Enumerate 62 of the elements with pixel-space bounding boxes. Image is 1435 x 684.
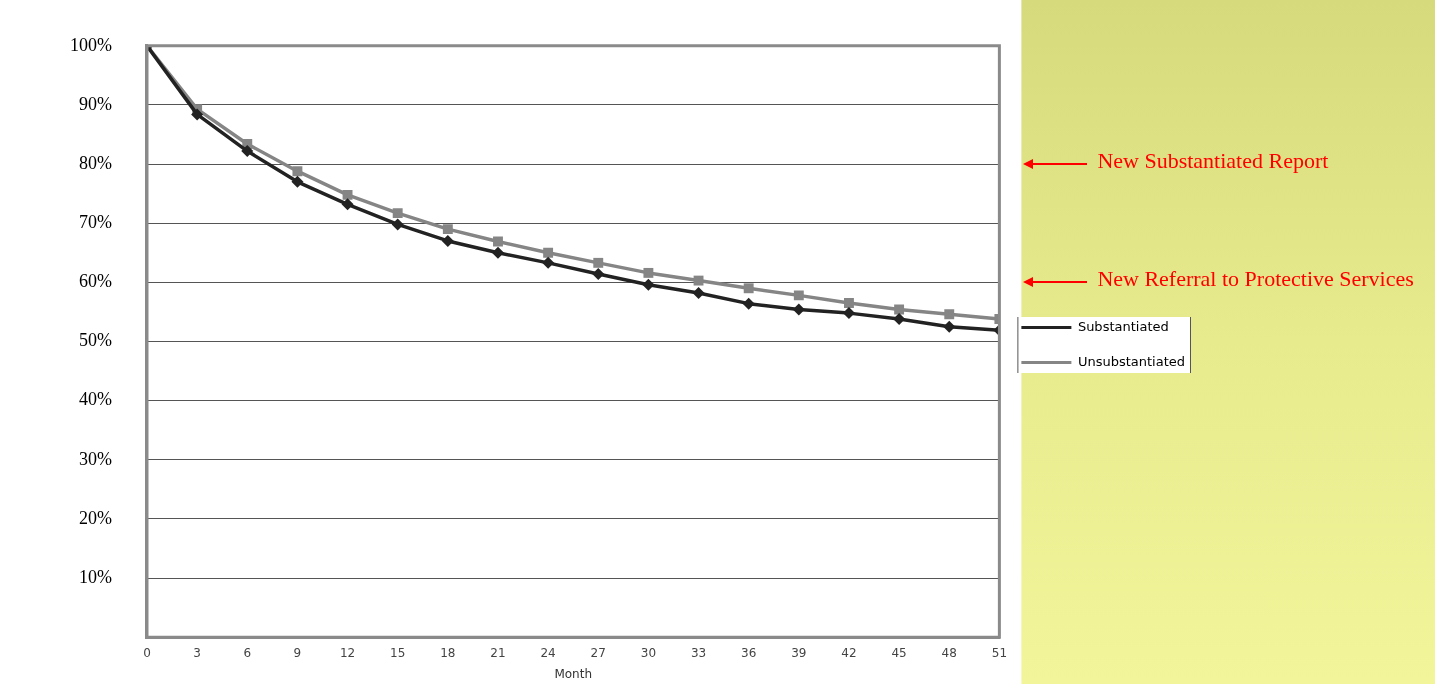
- point: [743, 283, 754, 294]
- point: [342, 189, 353, 200]
- y-tick-label: 50%: [78, 330, 112, 351]
- point: [241, 145, 254, 158]
- point: [542, 256, 555, 269]
- y-tick-label: 90%: [78, 93, 112, 114]
- x-tick-label: 45: [891, 645, 907, 660]
- point: [441, 234, 454, 247]
- point: [592, 268, 605, 281]
- point: [793, 290, 804, 301]
- x-tick-label: 9: [293, 645, 302, 660]
- x-tick-label: 0: [143, 645, 151, 660]
- legend-label: Substantiated: [1077, 318, 1169, 334]
- x-tick-label: 33: [690, 645, 707, 660]
- x-tick-label: 24: [540, 645, 556, 660]
- x-tick-label: 27: [590, 645, 606, 660]
- y-tick-label: 30%: [78, 448, 112, 469]
- point: [191, 108, 204, 121]
- point: [792, 303, 805, 316]
- point: [894, 304, 905, 315]
- y-tick-label: 10%: [78, 566, 112, 587]
- point: [742, 297, 755, 310]
- point: [392, 208, 403, 219]
- point: [642, 278, 655, 291]
- point: [693, 275, 704, 286]
- x-tick-label: 39: [791, 645, 807, 660]
- point: [643, 267, 654, 278]
- point: [291, 175, 304, 188]
- point: [893, 313, 906, 326]
- y-tick-label: 20%: [78, 507, 112, 528]
- legend-label: Unsubstantiated: [1077, 353, 1186, 369]
- text: New Referral to Protective Services: [1097, 266, 1414, 293]
- point: [593, 257, 604, 268]
- y-tick-label: 60%: [78, 271, 112, 292]
- point: [491, 246, 504, 259]
- y-tick-label: 40%: [78, 389, 112, 410]
- point: [292, 166, 303, 177]
- point: [944, 309, 955, 320]
- point: [442, 224, 453, 235]
- x-axis-title: Month: [554, 666, 592, 681]
- y-tick-label: 70%: [78, 211, 112, 232]
- x-tick-label: 48: [941, 645, 957, 660]
- x-tick-label: 15: [390, 645, 406, 660]
- x-tick-label: 6: [243, 645, 252, 660]
- x-tick-label: 12: [339, 645, 356, 660]
- point: [493, 236, 503, 247]
- x-tick-label: 36: [741, 645, 757, 660]
- x-tick-label: 42: [841, 645, 857, 660]
- x-tick-label: 21: [490, 645, 506, 660]
- point: [844, 298, 854, 309]
- x-tick-label: 51: [991, 645, 1008, 660]
- point: [341, 198, 354, 211]
- x-tick-label: 3: [193, 645, 201, 660]
- point: [692, 287, 705, 300]
- y-tick-label: 100%: [69, 34, 112, 55]
- y-tick-label: 80%: [78, 152, 112, 173]
- x-tick-label: 18: [440, 645, 456, 660]
- point: [943, 320, 956, 333]
- point: [391, 218, 404, 231]
- text: New Substantiated Report: [1097, 148, 1329, 175]
- point: [543, 247, 554, 258]
- x-tick-label: 30: [640, 645, 657, 660]
